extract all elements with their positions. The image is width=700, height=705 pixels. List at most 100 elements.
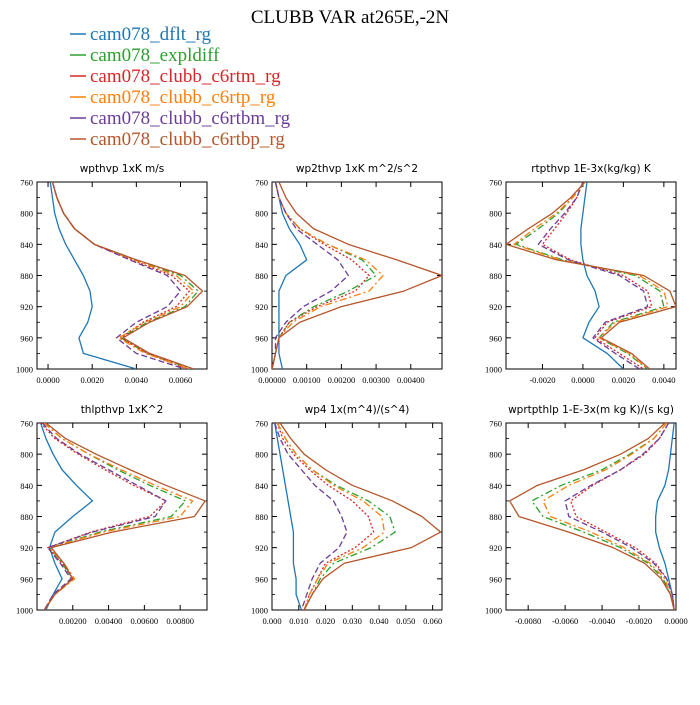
x-tick-label: 0.00200 bbox=[59, 616, 87, 626]
y-tick-label: 760 bbox=[20, 178, 33, 188]
figure-title: CLUBB VAR at265E,-2N bbox=[251, 7, 450, 28]
x-tick-label: -0.0020 bbox=[529, 375, 555, 385]
series-line bbox=[43, 423, 187, 610]
y-tick-label: 1000 bbox=[485, 365, 502, 375]
series-line bbox=[274, 182, 308, 369]
x-tick-label: 0.010 bbox=[289, 616, 308, 626]
series-line bbox=[509, 423, 675, 610]
series-line bbox=[43, 423, 206, 610]
plot-frame bbox=[271, 422, 443, 611]
x-tick-label: -0.0020 bbox=[626, 616, 652, 626]
series-line bbox=[564, 423, 675, 610]
plot-frame bbox=[505, 181, 677, 370]
series-line bbox=[537, 182, 649, 369]
y-tick-label: 1000 bbox=[251, 606, 268, 616]
legend: cam078_dflt_rgcam078_expldiffcam078_club… bbox=[70, 24, 291, 150]
y-tick-label: 840 bbox=[255, 240, 268, 250]
series-line bbox=[274, 423, 348, 610]
legend-entry: cam078_clubb_c6rtp_rg bbox=[70, 87, 276, 108]
series-line bbox=[51, 182, 186, 369]
x-tick-label: 0.0000 bbox=[664, 616, 687, 626]
y-tick-label: 1000 bbox=[16, 606, 33, 616]
x-tick-label: 0.00400 bbox=[397, 375, 425, 385]
legend-label: cam078_clubb_c6rtbp_rg bbox=[90, 129, 285, 150]
x-tick-label: 0.00300 bbox=[362, 375, 390, 385]
series-line bbox=[279, 423, 442, 610]
series-line bbox=[272, 182, 349, 369]
y-tick-label: 880 bbox=[255, 271, 268, 281]
y-tick-label: 1000 bbox=[485, 606, 502, 616]
panel-title: wpthvp 1xK m/s bbox=[80, 163, 165, 175]
y-tick-label: 760 bbox=[489, 178, 502, 188]
x-tick-label: 0.00200 bbox=[328, 375, 356, 385]
series-line bbox=[276, 423, 386, 610]
x-tick-label: 0.040 bbox=[370, 616, 389, 626]
x-tick-label: -0.0060 bbox=[552, 616, 578, 626]
series-group bbox=[272, 182, 442, 369]
x-tick-label: 0.020 bbox=[316, 616, 335, 626]
y-tick-label: 840 bbox=[489, 240, 502, 250]
series-line bbox=[276, 423, 396, 610]
x-tick-label: 0.00100 bbox=[293, 375, 321, 385]
series-line bbox=[272, 182, 377, 369]
series-line bbox=[40, 423, 167, 610]
legend-label: cam078_expldiff bbox=[90, 45, 220, 66]
legend-entry: cam078_expldiff bbox=[70, 45, 220, 66]
y-tick-label: 960 bbox=[20, 574, 33, 584]
series-group bbox=[39, 423, 206, 610]
series-group bbox=[509, 423, 675, 610]
y-tick-label: 920 bbox=[489, 543, 502, 553]
plot-frame bbox=[505, 422, 677, 611]
legend-label: cam078_clubb_c6rtm_rg bbox=[90, 66, 281, 87]
series-line bbox=[49, 182, 137, 369]
series-line bbox=[580, 182, 624, 369]
series-line bbox=[570, 423, 675, 610]
y-tick-label: 880 bbox=[255, 512, 268, 522]
x-tick-label: 0.00000 bbox=[258, 375, 286, 385]
x-tick-label: 0.000 bbox=[262, 616, 281, 626]
series-line bbox=[655, 423, 675, 610]
x-tick-label: 0.00600 bbox=[131, 616, 159, 626]
chart-panels: wpthvp 1xK m/s76080084088092096010000.00… bbox=[16, 163, 688, 626]
y-tick-label: 760 bbox=[255, 419, 268, 429]
x-tick-label: 0.00400 bbox=[95, 616, 123, 626]
y-tick-label: 880 bbox=[489, 271, 502, 281]
series-line bbox=[276, 423, 375, 610]
series-group bbox=[49, 182, 204, 369]
panel-title: wp2thvp 1xK m^2/s^2 bbox=[296, 163, 418, 175]
y-tick-label: 960 bbox=[489, 574, 502, 584]
y-tick-label: 920 bbox=[255, 543, 268, 553]
y-tick-label: 880 bbox=[20, 512, 33, 522]
y-tick-label: 920 bbox=[20, 543, 33, 553]
series-group bbox=[506, 182, 676, 369]
series-line bbox=[43, 423, 194, 610]
legend-label: cam078_clubb_c6rtbm_rg bbox=[90, 108, 291, 129]
y-tick-label: 800 bbox=[20, 450, 33, 460]
plot-frame bbox=[36, 422, 208, 611]
y-tick-label: 1000 bbox=[251, 365, 268, 375]
series-line bbox=[541, 182, 653, 369]
plot-frame bbox=[271, 181, 443, 370]
series-group bbox=[274, 423, 442, 610]
x-tick-label: 0.0060 bbox=[169, 375, 192, 385]
x-tick-label: 0.060 bbox=[423, 616, 442, 626]
legend-entry: cam078_clubb_c6rtbp_rg bbox=[70, 129, 285, 150]
panel-title: thlpthvp 1xK^2 bbox=[81, 404, 164, 416]
x-tick-label: 0.050 bbox=[396, 616, 415, 626]
x-tick-label: 0.00800 bbox=[166, 616, 194, 626]
series-line bbox=[542, 423, 675, 610]
x-tick-label: 0.030 bbox=[343, 616, 362, 626]
y-tick-label: 960 bbox=[255, 333, 268, 343]
y-tick-label: 760 bbox=[20, 419, 33, 429]
legend-label: cam078_dflt_rg bbox=[90, 24, 212, 45]
x-tick-label: 0.0040 bbox=[652, 375, 675, 385]
y-tick-label: 880 bbox=[20, 271, 33, 281]
series-line bbox=[272, 182, 384, 369]
x-tick-label: 0.0000 bbox=[571, 375, 594, 385]
y-tick-label: 880 bbox=[489, 512, 502, 522]
series-line bbox=[513, 182, 669, 369]
x-tick-label: -0.0080 bbox=[515, 616, 541, 626]
chart-panel: wpthvp 1xK m/s76080084088092096010000.00… bbox=[16, 163, 208, 385]
